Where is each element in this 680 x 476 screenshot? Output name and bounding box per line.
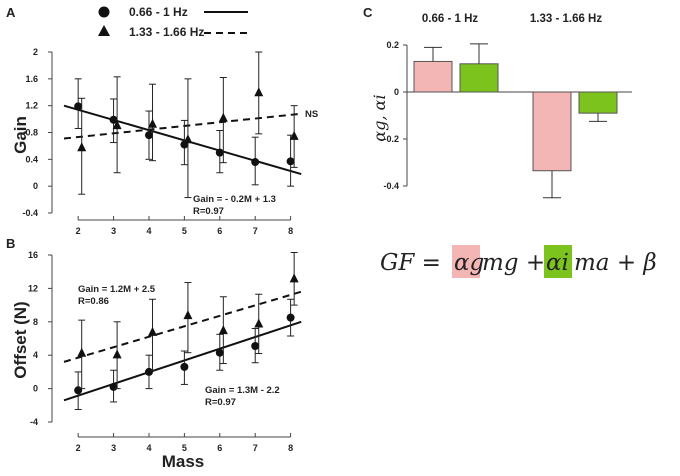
panel-a-point-triangle xyxy=(183,134,193,144)
panel-b-point-circle xyxy=(144,367,153,376)
panel-c-chart: 0.66 - 1 Hz 1.33 - 1.66 Hz αg, αi 0.2 0 -0… xyxy=(370,13,632,199)
panel-b-point-triangle xyxy=(77,347,87,357)
bar-alpha-g-0 xyxy=(413,60,453,93)
annotation-ns: NS xyxy=(305,109,318,120)
panel-a-point-triangle xyxy=(77,142,87,152)
panel-a-point-triangle xyxy=(112,120,122,130)
panel-a-xtick-label: 7 xyxy=(253,226,258,236)
annotation-gain-eq-b1: Gain = 1.2M + 2.5 xyxy=(78,284,156,295)
panel-b-xtick-label: 8 xyxy=(288,443,293,453)
panel-a-ylabel: Gain xyxy=(11,116,30,154)
panel-b-chart: Offset (N) 16 12 8 4 0 -4 2 3 4 5 6 7 8 Gain = 1.2M … xyxy=(11,250,302,453)
bar-alpha-i-0 xyxy=(459,63,499,93)
legend: 0.66 - 1 Hz 1.33 - 1.66 Hz xyxy=(98,5,248,39)
panel-a-point-triangle xyxy=(254,87,264,97)
panel-b-ytick-label: -4 xyxy=(30,417,38,427)
panel-a-point-circle xyxy=(286,157,295,166)
formula-alpha-g-highlight xyxy=(452,245,480,278)
panel-b-xtick-label: 4 xyxy=(146,443,151,453)
panel-a-fit-line-series1 xyxy=(63,104,302,176)
panel-a-ytick-label: 2 xyxy=(33,47,38,57)
category-label-1: 1.33 - 1.66 Hz xyxy=(530,13,602,25)
panel-b-ytick-label: 16 xyxy=(28,250,38,260)
panel-b-fit-line-series1 xyxy=(63,320,302,402)
panel-b-point-circle xyxy=(109,382,118,391)
panel-c-ytick-label: 0.2 xyxy=(386,40,399,50)
panel-a-point-triangle xyxy=(218,112,228,122)
panel-a-ytick-label: 0.4 xyxy=(25,154,38,164)
panel-a-point-circle xyxy=(251,158,260,167)
panel-c-ytick-label: -0.4 xyxy=(383,181,399,191)
panel-c-ylabel: αg, αi xyxy=(370,94,389,141)
panel-a-point-triangle xyxy=(148,118,158,128)
panel-b-ytick-label: 12 xyxy=(28,283,38,293)
panel-b-point-triangle xyxy=(254,318,264,328)
panel-b-ytick-label: 8 xyxy=(33,317,38,327)
legend-circle-marker xyxy=(98,6,110,18)
panel-a-ytick-label: 0.8 xyxy=(25,128,38,138)
panel-a-ytick-label: 0 xyxy=(33,181,38,191)
bar-alpha-i-1 xyxy=(578,91,618,114)
panel-b-xtick-label: 3 xyxy=(111,443,116,453)
panel-b-xtick-label: 2 xyxy=(76,443,81,453)
formula: GF = αg mg + αi ma + β xyxy=(380,245,657,278)
panel-b-xtick-label: 6 xyxy=(217,443,222,453)
panel-letter-b: B xyxy=(6,236,15,251)
panel-a-ytick-label: 1.2 xyxy=(25,101,38,111)
panel-a-point-circle xyxy=(109,115,118,124)
panel-b-point-circle xyxy=(286,313,295,322)
formula-mid: mg + xyxy=(482,250,545,276)
annotation-r-a: R=0.97 xyxy=(193,206,224,217)
panel-b-ytick-label: 0 xyxy=(33,384,38,394)
formula-alpha-i-highlight xyxy=(544,245,572,278)
panel-b-point-triangle xyxy=(183,310,193,320)
panel-b-xtick-label: 7 xyxy=(253,443,258,453)
panel-b-xtick-label: 5 xyxy=(182,443,187,453)
panel-c-ytick-label: -0.2 xyxy=(383,134,399,144)
legend-label-series1: 0.66 - 1 Hz xyxy=(129,5,188,19)
panel-b-ytick-label: 4 xyxy=(33,350,38,360)
panel-b-point-triangle xyxy=(218,325,228,335)
panel-a-xtick-label: 5 xyxy=(182,226,187,236)
panel-a-xtick-label: 6 xyxy=(217,226,222,236)
formula-rhs: ma + β xyxy=(574,250,657,276)
panel-a-xtick-label: 2 xyxy=(76,226,81,236)
formula-alpha-g: αg xyxy=(454,250,484,276)
panel-a-xtick-label: 8 xyxy=(288,226,293,236)
bar-alpha-g-1 xyxy=(532,91,572,172)
annotation-r-b1: R=0.86 xyxy=(78,296,109,307)
legend-triangle-marker xyxy=(98,25,110,36)
panel-c-ytick-label: 0 xyxy=(394,87,399,97)
panel-a-ytick-label: 1.6 xyxy=(25,74,38,84)
panel-a-xtick-label: 3 xyxy=(111,226,116,236)
panel-b-point-circle xyxy=(215,348,224,357)
panel-b-point-circle xyxy=(251,342,260,351)
panel-a-ytick-label: -0.4 xyxy=(22,208,38,218)
annotation-gain-eq-a: Gain = - 0.2M + 1.3 xyxy=(193,194,276,205)
legend-label-series2: 1.33 - 1.66 Hz xyxy=(129,25,204,39)
annotation-r-b2: R=0.97 xyxy=(205,397,236,408)
formula-lhs: GF = xyxy=(380,250,441,276)
panel-letter-a: A xyxy=(6,5,16,20)
panel-a-fit-line-series2 xyxy=(63,112,302,140)
category-label-0: 0.66 - 1 Hz xyxy=(422,13,478,25)
panel-a-point-circle xyxy=(74,102,83,111)
panel-a-point-circle xyxy=(144,131,153,140)
annotation-gain-eq-b2: Gain = 1.3M - 2.2 xyxy=(205,385,280,396)
panel-a-point-circle xyxy=(215,148,224,157)
panel-a-xtick-label: 4 xyxy=(146,226,151,236)
panel-b-point-triangle xyxy=(289,273,299,283)
panel-a-point-triangle xyxy=(289,130,299,140)
panel-b-point-circle xyxy=(74,386,83,395)
panel-b-point-circle xyxy=(180,362,189,371)
panel-b-point-triangle xyxy=(112,349,122,359)
formula-alpha-i: αi xyxy=(546,250,569,276)
panel-a-chart: Gain 2 1.6 1.2 0.8 0.4 0 -0.4 2 3 4 5 6 7 8 NS Gain =… xyxy=(11,47,318,236)
panel-b-point-triangle xyxy=(148,326,158,336)
panel-b-fit-line-series2 xyxy=(63,290,302,363)
panel-letter-c: C xyxy=(363,5,373,20)
shared-xlabel-mass: Mass xyxy=(162,452,205,471)
panel-b-ylabel: Offset (N) xyxy=(11,301,30,378)
